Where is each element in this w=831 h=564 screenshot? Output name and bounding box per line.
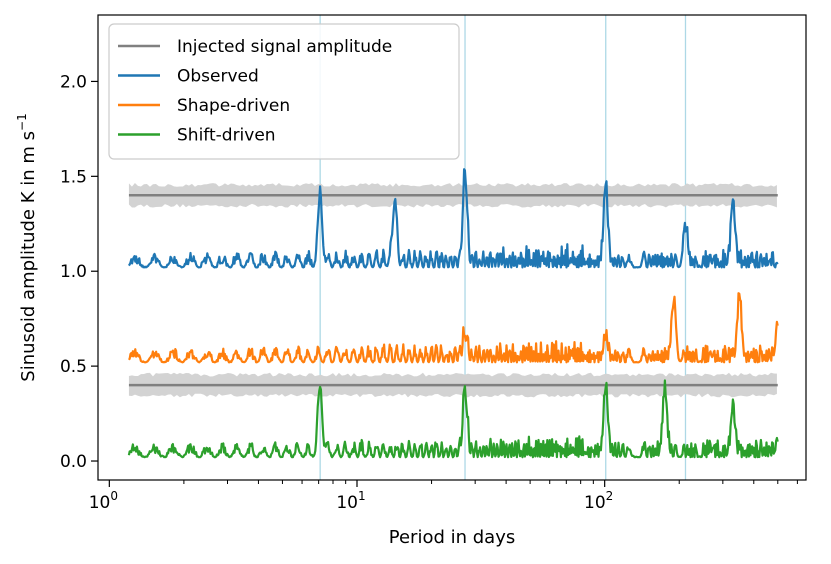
legend-label: Shift-driven: [177, 126, 276, 146]
x-tick-label: 100: [89, 489, 118, 513]
injected-uncertainty-bands: [128, 182, 777, 398]
y-tick-label: 2.0: [60, 72, 87, 92]
y-tick-label: 1.5: [60, 167, 87, 187]
x-axis-label: Period in days: [389, 527, 515, 548]
legend-label: Observed: [177, 67, 259, 87]
y-tick-label: 1.0: [60, 262, 87, 282]
legend-label: Shape-driven: [177, 96, 290, 116]
y-axis-label: Sinusoid amplitude K in m s−1: [15, 113, 39, 381]
series-line-observed: [127, 168, 779, 269]
series-lines: [127, 168, 779, 459]
legend: Injected signal amplitude Observed Shape-d…: [108, 23, 460, 160]
legend-label: Injected signal amplitude: [177, 37, 392, 57]
y-axis-ticks: 0.0 0.5 1.0 1.5 2.0: [60, 72, 98, 472]
x-tick-label: 101: [336, 489, 365, 513]
x-tick-label: 102: [584, 489, 613, 513]
y-tick-label: 0.0: [60, 452, 87, 472]
legend-box: [108, 23, 460, 160]
series-line-shape-driven: [127, 292, 779, 364]
y-tick-label: 0.5: [60, 357, 87, 377]
series-line-shift-driven: [127, 379, 779, 459]
x-axis-ticks: 100 101 102: [89, 480, 798, 513]
plot-frame: [97, 14, 807, 481]
